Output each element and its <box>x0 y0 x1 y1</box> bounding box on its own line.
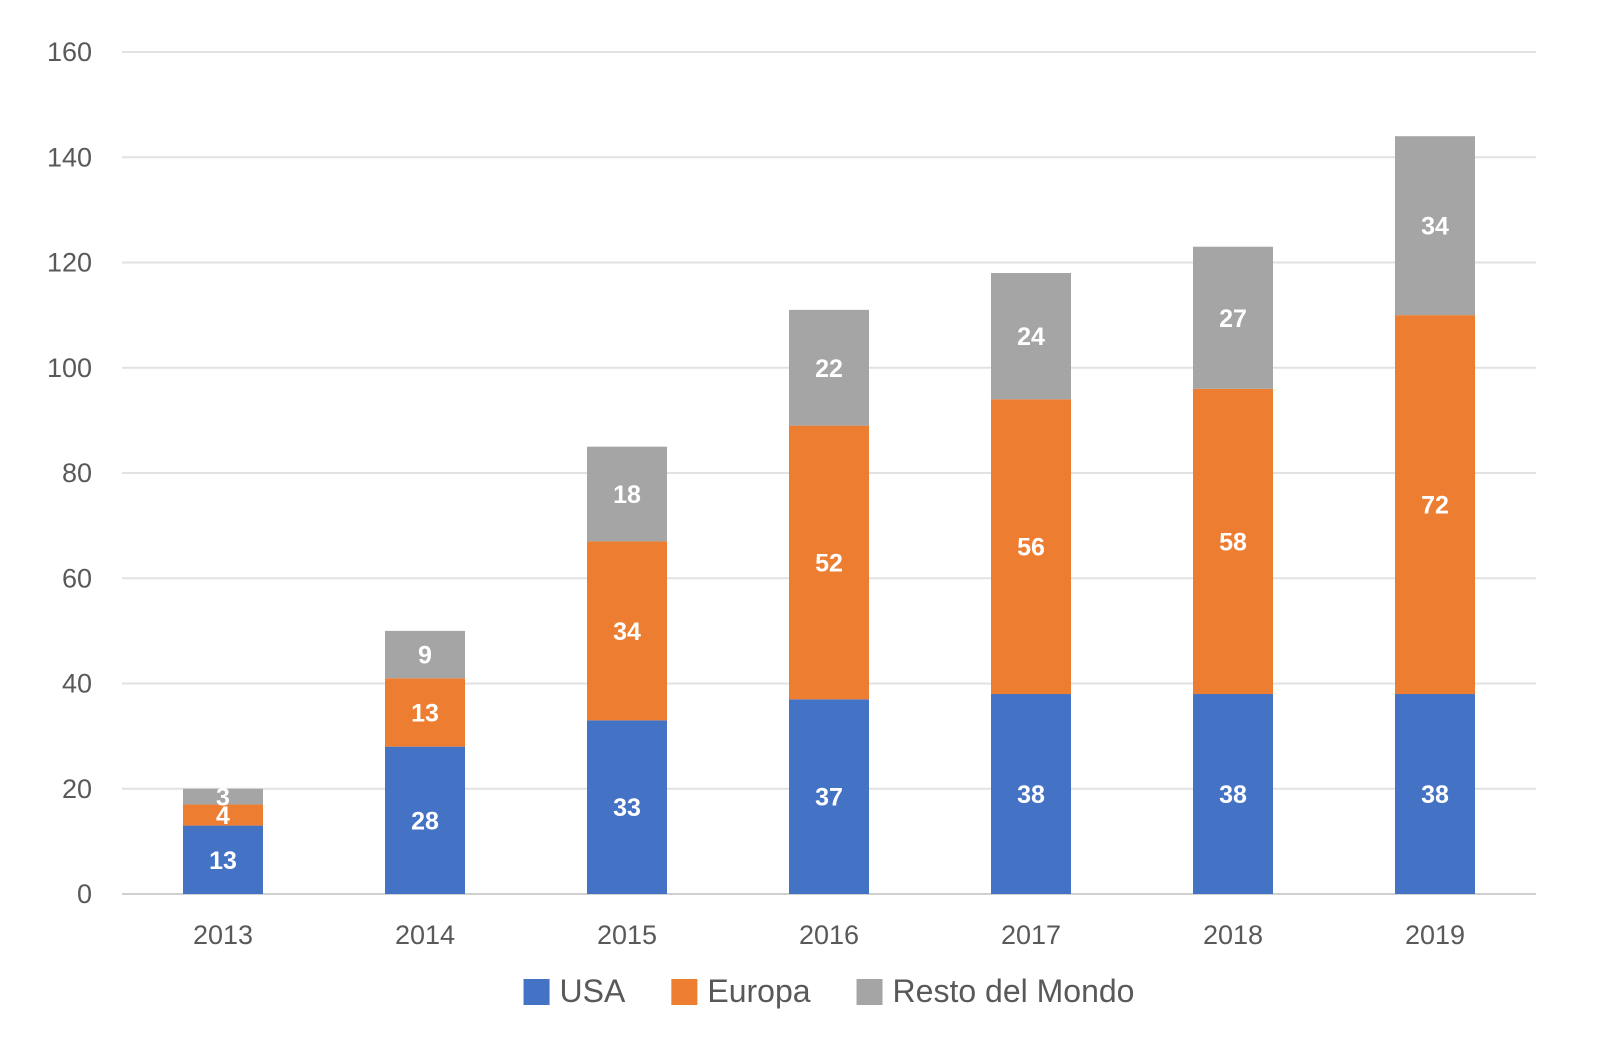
x-tick-label: 2013 <box>193 920 253 950</box>
bar-segment-usa <box>1395 694 1475 894</box>
bar-segment-europa <box>1395 315 1475 695</box>
bar-segment-usa <box>789 699 869 894</box>
bar-segment-resto-del-mondo <box>183 788 263 805</box>
y-tick-label: 120 <box>47 248 92 278</box>
bar-segment-europa <box>183 804 263 826</box>
data-label: 38 <box>1421 781 1449 809</box>
data-label: 24 <box>1017 323 1045 351</box>
bar-segment-europa <box>789 425 869 700</box>
data-label: 37 <box>815 784 843 812</box>
x-tick-label: 2018 <box>1203 920 1263 950</box>
data-label: 34 <box>613 618 641 646</box>
legend-swatch <box>856 979 883 1005</box>
y-tick-label: 160 <box>47 37 92 67</box>
data-label: 22 <box>815 355 843 383</box>
data-label: 27 <box>1219 305 1247 333</box>
x-tick-label: 2015 <box>597 920 657 950</box>
bar-segment-usa <box>991 694 1071 894</box>
data-label: 52 <box>815 549 843 577</box>
y-tick-label: 60 <box>62 563 92 593</box>
legend-label: USA <box>560 973 626 1009</box>
bar-segment-usa <box>385 746 465 894</box>
bar-segment-resto-del-mondo <box>789 309 869 426</box>
x-tick-label: 2019 <box>1405 920 1465 950</box>
y-tick-label: 140 <box>47 142 92 172</box>
data-label: 33 <box>613 794 641 822</box>
data-label: 38 <box>1017 781 1045 809</box>
legend: USA Europa Resto del Mondo <box>523 973 1135 1009</box>
data-label: 9 <box>418 642 432 670</box>
data-label: 3 <box>216 784 230 812</box>
data-label: 4 <box>216 802 230 830</box>
data-label: 38 <box>1219 781 1247 809</box>
legend-swatch <box>523 979 550 1005</box>
bar-segment-europa <box>991 399 1071 695</box>
bar-segment-resto-del-mondo <box>1193 246 1273 389</box>
bar-segment-usa <box>1193 694 1273 894</box>
legend-label: Resto del Mondo <box>893 973 1135 1009</box>
bar-segment-europa <box>385 678 465 747</box>
bar-segment-resto-del-mondo <box>385 630 465 679</box>
data-label: 18 <box>613 481 641 509</box>
data-label: 28 <box>411 807 439 835</box>
data-label: 13 <box>411 699 439 727</box>
legend-item-europa: Europa <box>671 973 811 1009</box>
bar-segment-europa <box>1193 388 1273 695</box>
y-axis-tick-labels: 0 20 40 60 80 100 120 140 160 <box>47 37 92 909</box>
bars <box>183 136 1475 894</box>
legend-item-usa: USA <box>523 973 626 1009</box>
x-tick-label: 2017 <box>1001 920 1061 950</box>
bar-segment-resto-del-mondo <box>587 446 667 542</box>
x-axis-tick-labels: 2013 2014 2015 2016 2017 2018 2019 <box>193 920 1465 950</box>
legend-item-resto-del-mondo: Resto del Mondo <box>856 973 1135 1009</box>
data-label: 13 <box>209 847 237 875</box>
bar-segment-resto-del-mondo <box>991 273 1071 400</box>
bar-segment-europa <box>587 541 667 721</box>
data-labels: 13 43 28 13 9 33 34 18 37 52 22 38 56 24 38 58 27 38 72 34 <box>209 213 1449 875</box>
data-label: 72 <box>1421 492 1449 520</box>
data-label: 56 <box>1017 534 1045 562</box>
bar-segment-resto-del-mondo <box>1395 136 1475 316</box>
data-label: 34 <box>1421 213 1449 241</box>
y-tick-label: 0 <box>77 879 92 909</box>
x-tick-label: 2014 <box>395 920 455 950</box>
bar-segment-usa <box>183 825 263 894</box>
legend-swatch <box>671 979 698 1005</box>
legend-label: Europa <box>707 973 810 1009</box>
y-tick-label: 80 <box>62 458 92 488</box>
y-tick-label: 100 <box>47 353 92 383</box>
y-tick-label: 20 <box>62 774 92 804</box>
x-tick-label: 2016 <box>799 920 859 950</box>
bar-segment-usa <box>587 720 667 894</box>
y-tick-label: 40 <box>62 669 92 699</box>
data-label: 58 <box>1219 528 1247 556</box>
